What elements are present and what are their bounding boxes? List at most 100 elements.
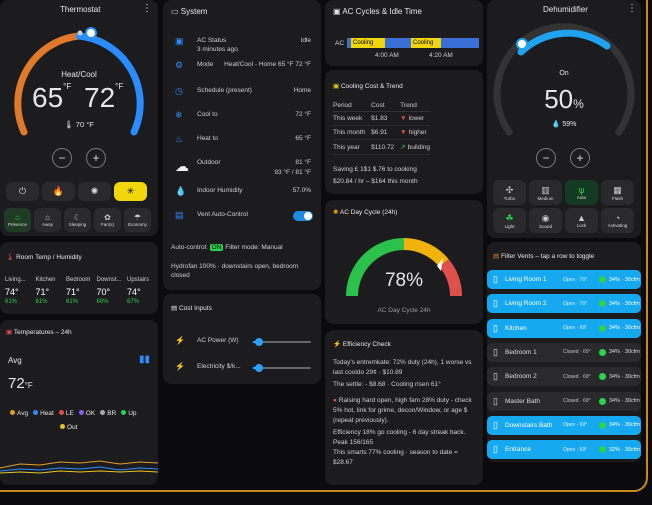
slider-knob [255,364,264,372]
vent-row[interactable]: ▯ Master Bath Closed · 69° 34% · 30cfm [487,391,641,411]
legend-dot [60,424,65,429]
legend-item: Avg [10,410,28,417]
system-label: Heat to [197,135,218,142]
humidity-icon: 💧 [175,186,187,196]
ac-status-icon: ▣ [175,36,184,46]
mode-icon: ◔ [614,213,621,223]
vent-info: 34% · 30cfm [609,300,640,307]
decrease-button[interactable]: − [536,148,556,168]
dehumidifier-dial[interactable] [487,16,641,146]
cool-icon: ❄ [175,110,183,120]
legend-item: OK [78,410,95,417]
on-badge: ON [209,244,224,251]
avg-value: 72°F [8,375,33,392]
efficiency-p4: Efficiency 18% go cooling - 6 day streak… [333,429,466,446]
cost-input-slider[interactable] [253,364,311,372]
preset-button[interactable]: ⌂ Présence [4,208,31,232]
bar-chart-icon[interactable]: ▮▮ [139,354,151,365]
vent-row[interactable]: ▯ Bedroom 2 Closed · 69° 34% · 30cfm [487,367,641,387]
efficiency-p1: Today's еntrеmkate: 72% duty (24h), 1 wo… [333,359,472,376]
sun-icon: ✺ [333,209,339,216]
preset-label: Sleeping [68,222,87,227]
snowflake-mode-button[interactable]: ✳ [114,182,147,201]
room-name: Downst... [96,277,122,283]
flame-icon: 🔥 [52,186,65,196]
cost-inputs-card: ▤ Cost Inputs ⚡ AC Power (W) ⚡ Electricity … [163,294,321,384]
dehumidifier-mode-button[interactable]: ▥ Medium [529,180,562,205]
dehumidifier-mode-button[interactable]: ▦ Flash [601,180,634,205]
saving-line-1: Saving £ 1$1 $.76 to cooking [333,166,417,173]
vent-row[interactable]: ▯ Kitchen Open · 69° 34% · 30cfm [487,318,641,338]
schedule-icon: ◷ [175,86,183,96]
vent-state: Closed · 69° [563,349,591,356]
preset-icon: ⌂ [15,213,20,222]
vent-state: Open · 69° [563,325,588,332]
system-label: Cool to [197,111,218,118]
cooling-cost-table: Period Cost Trend This week $1.83 ▼ lower This… [333,100,431,155]
dehumidifier-mode-button[interactable]: ◉ Sound [529,208,562,233]
legend-item: Out [60,424,77,431]
vent-info: 34% · 30cfm [609,349,640,356]
vent-name: Master Bath [505,397,541,405]
vent-name: Bedroom 1 [505,348,537,356]
vent-name: Kitchen [505,324,527,332]
ac-row-label: AC [335,40,345,47]
vent-auto-toggle[interactable] [293,211,313,221]
preset-icon: ☾ [73,213,82,222]
status-dot [599,324,606,332]
room-name: Bedroom [66,277,91,283]
dehumidifier-mode-button[interactable]: ѱ Auto [565,180,598,205]
status-dot [599,348,606,356]
system-label: AC Status [197,37,227,44]
dehumidifier-mode-button[interactable]: ▲ Lock [565,208,598,233]
vent-row[interactable]: ▯ Entrance Open · 69° 32% · 30cfm [487,440,641,460]
mode-icon: ѱ [578,185,585,195]
more-icon[interactable]: ⋮ [142,3,152,14]
mode-icon: ✣ [505,184,514,195]
sun-mode-button[interactable]: ✺ [78,182,111,201]
dehumidifier-mode-button[interactable]: ✣ Turbo [493,180,526,205]
vent-row[interactable]: ▯ Bedroom 1 Closed · 69° 34% · 30cfm [487,342,641,362]
system-label: Mode [197,61,214,68]
mode-icon: ☘ [505,212,514,223]
cooling-seg-1: Cooling [351,38,385,48]
vent-icon: ▯ [493,419,498,430]
power-mode-button[interactable]: ⏻ [6,182,39,201]
preset-button[interactable]: ✿ Fan(s) [94,208,121,232]
system-value: Idle [300,37,311,44]
chart-icon: ▣ [333,7,341,16]
decrease-button[interactable]: − [52,148,72,168]
increase-button[interactable]: + [86,148,106,168]
flame-mode-button[interactable]: 🔥 [42,182,75,201]
thermostat-dial[interactable] [0,16,158,146]
filter-icon: ▤ [493,253,500,260]
vent-state: Open · 70° [563,300,588,307]
duty-card: ✺ AC Day Cycle (24h) 78% AC Day Cycle 24… [325,200,483,324]
room-humidity: 60% [96,299,109,305]
status-dot [599,397,606,405]
cooling-seg-2: Cooling [411,38,441,48]
table-row: This year $110.72 ↗ building [333,139,431,155]
time-label-1: 4:00 AM [375,52,399,59]
saving-line-2: $20.84 / hr – $164 this month [333,178,418,185]
dehumidifier-mode-button[interactable]: ◔ Activating [601,208,634,233]
vent-row[interactable]: ▯ Downstairs Bath Open · 69° 34% · 30cfm [487,415,641,435]
cost-input-slider[interactable] [253,338,311,346]
humidity-setpoint: 50% [544,84,584,114]
room-humidity: 61% [35,299,48,305]
vent-icon: ▯ [493,322,498,333]
avg-label: Avg [8,356,22,365]
system-value: 72 °F [295,111,311,118]
more-icon[interactable]: ⋮ [627,3,637,14]
legend-dot [33,410,39,415]
vent-row[interactable]: ▯ Living Room 2 Open · 70° 34% · 30cfm [487,294,641,314]
chart-icon: ▣ [333,83,340,90]
preset-label: Présence [7,222,27,227]
heat-icon: ♨ [175,134,184,144]
increase-button[interactable]: + [570,148,590,168]
preset-button[interactable]: ⌂ Away [34,208,61,232]
preset-button[interactable]: ☂ Economy [124,208,151,232]
dehumidifier-mode-button[interactable]: ☘ Light [493,208,526,233]
preset-button[interactable]: ☾ Sleeping [64,208,91,232]
vent-row[interactable]: ▯ Living Room 1 Open · 70° 34% · 30cfm [487,270,641,289]
